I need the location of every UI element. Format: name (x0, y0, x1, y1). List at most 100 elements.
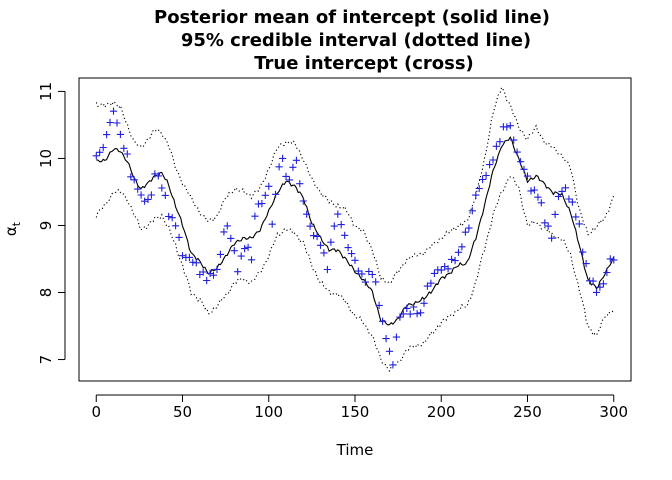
y-tick-label: 8 (37, 288, 55, 298)
true-intercept-cross (137, 191, 145, 199)
true-intercept-cross (206, 269, 214, 277)
true-intercept-cross (451, 257, 459, 265)
x-tick-label: 250 (513, 403, 542, 421)
true-intercept-cross (382, 335, 390, 343)
true-intercept-cross (496, 138, 504, 146)
y-axis-label: αt (2, 221, 23, 236)
true-intercept-cross (551, 210, 559, 218)
true-intercept-cross (296, 180, 304, 188)
true-intercept-cross (503, 123, 511, 131)
true-intercept-cross (175, 233, 183, 241)
true-intercept-cross (278, 154, 287, 162)
true-intercept-cross (534, 193, 542, 201)
chart-title-line-3: True intercept (cross) (254, 53, 474, 74)
true-intercept-cross (216, 250, 224, 258)
true-intercept-cross (448, 255, 456, 263)
true-intercept-cross (410, 303, 418, 311)
true-intercept-cross (468, 207, 476, 215)
true-intercept-cross (454, 248, 463, 256)
y-tick-label: 10 (37, 149, 55, 168)
true-intercept-cross (527, 187, 535, 195)
true-intercept-cross (413, 310, 421, 318)
true-intercept-cross (199, 268, 207, 276)
true-intercept-cross (234, 268, 242, 276)
true-intercept-cross (606, 255, 614, 263)
true-intercept-cross (320, 249, 328, 257)
true-intercept-cross (178, 252, 187, 260)
chart-title-line-2: 95% credible interval (dotted line) (181, 30, 531, 51)
true-intercept-cross (299, 197, 307, 205)
true-intercept-cross (572, 213, 580, 221)
y-tick-label: 7 (37, 355, 55, 365)
true-intercept-cross (96, 148, 104, 156)
true-intercept-cross (548, 234, 556, 242)
true-intercept-cross (537, 199, 545, 207)
y-tick-label: 9 (37, 221, 55, 231)
true-intercept-cross (458, 243, 466, 251)
true-intercept-cross (403, 304, 411, 312)
true-intercept-cross (258, 200, 266, 208)
true-intercept-cross (610, 256, 618, 264)
true-intercept-cross (103, 131, 111, 139)
true-intercept-cross (289, 163, 297, 171)
true-intercept-cross (603, 268, 611, 277)
true-intercept-cross (220, 228, 228, 236)
true-intercept-cross (285, 176, 294, 184)
true-intercept-cross (347, 250, 356, 258)
true-intercept-cross (313, 232, 321, 241)
true-intercept-cross (337, 221, 345, 229)
true-intercept-cross (475, 184, 483, 193)
true-intercept-cross (492, 142, 501, 150)
true-intercept-cross (406, 310, 414, 318)
true-intercept-cross (482, 171, 490, 180)
x-tick-label: 300 (599, 403, 628, 421)
true-intercept-cross (596, 283, 604, 291)
x-tick-label: 100 (254, 403, 283, 421)
true-intercept-cross (227, 234, 235, 242)
true-intercept-cross (209, 271, 218, 279)
true-intercept-cross (203, 276, 211, 285)
true-intercept-cross (316, 241, 325, 249)
true-intercept-cross (158, 184, 166, 192)
true-intercept-cross (192, 259, 200, 267)
true-intercept-cross (544, 222, 552, 230)
y-axis-label-subscript: t (10, 221, 23, 226)
true-intercept-cross (161, 191, 169, 199)
true-intercept-cross (599, 280, 607, 288)
true-intercept-cross (261, 191, 269, 199)
true-intercept-cross (113, 119, 121, 127)
true-intercept-cross (389, 361, 397, 369)
true-intercept-cross (334, 210, 342, 218)
true-intercept-cross (368, 270, 376, 279)
true-intercept-cross (99, 143, 107, 152)
true-intercept-cross (575, 220, 583, 228)
true-intercept-cross (123, 150, 131, 158)
true-intercept-cross (437, 266, 445, 274)
true-intercept-cross (230, 247, 238, 255)
true-intercept-cross (510, 136, 518, 144)
x-tick-label: 150 (341, 403, 370, 421)
true-intercept-cross (241, 245, 249, 253)
true-intercept-cross (582, 260, 590, 268)
svg-text:αt: αt (2, 221, 23, 236)
true-intercept-cross (323, 265, 331, 274)
true-intercept-cross (479, 175, 487, 184)
true-intercept-cross (385, 347, 394, 355)
true-intercept-cross (327, 238, 335, 246)
plot-area-frame (78, 77, 632, 382)
x-axis-label: Time (336, 441, 374, 459)
true-intercept-cross (379, 317, 387, 325)
true-intercept-cross (247, 256, 256, 264)
true-intercept-cross (282, 172, 290, 180)
true-intercept-cross (147, 191, 155, 199)
true-intercept-cross (558, 187, 566, 195)
true-intercept-cross (168, 214, 176, 222)
true-intercept-cross (472, 191, 480, 199)
true-intercept-cross (427, 279, 435, 287)
true-intercept-cross (396, 313, 404, 321)
true-intercept-cross (116, 130, 124, 138)
true-intercept-cross (120, 144, 128, 152)
true-intercept-cross (330, 222, 338, 230)
true-intercept-cross (265, 182, 273, 190)
